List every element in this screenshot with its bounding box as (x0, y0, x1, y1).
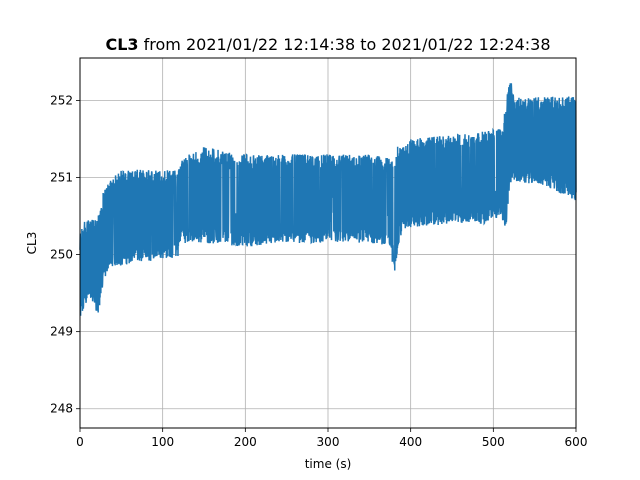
x-axis-ticks: 0 100 200 300 400 500 600 (76, 428, 587, 449)
x-tick-label: 400 (399, 435, 422, 449)
x-tick-label: 200 (234, 435, 257, 449)
x-tick-label: 100 (151, 435, 174, 449)
y-tick-label: 251 (50, 170, 73, 184)
chart-title-rest: from 2021/01/22 12:14:38 to 2021/01/22 1… (139, 35, 551, 54)
x-tick-label: 300 (317, 435, 340, 449)
y-tick-label: 249 (50, 325, 73, 339)
x-tick-label: 600 (565, 435, 588, 449)
y-tick-label: 250 (50, 248, 73, 262)
series-line-cl3 (79, 83, 577, 316)
x-tick-label: 500 (482, 435, 505, 449)
chart-title: CL3 from 2021/01/22 12:14:38 to 2021/01/… (105, 35, 550, 54)
x-axis-label: time (s) (305, 457, 352, 471)
y-axis-label: CL3 (25, 232, 39, 255)
y-tick-label: 252 (50, 93, 73, 107)
x-tick-label: 0 (76, 435, 84, 449)
plot-area (79, 83, 577, 316)
y-axis-ticks: 248 249 250 251 252 (50, 93, 80, 416)
y-tick-label: 248 (50, 402, 73, 416)
chart-title-bold: CL3 (105, 35, 138, 54)
